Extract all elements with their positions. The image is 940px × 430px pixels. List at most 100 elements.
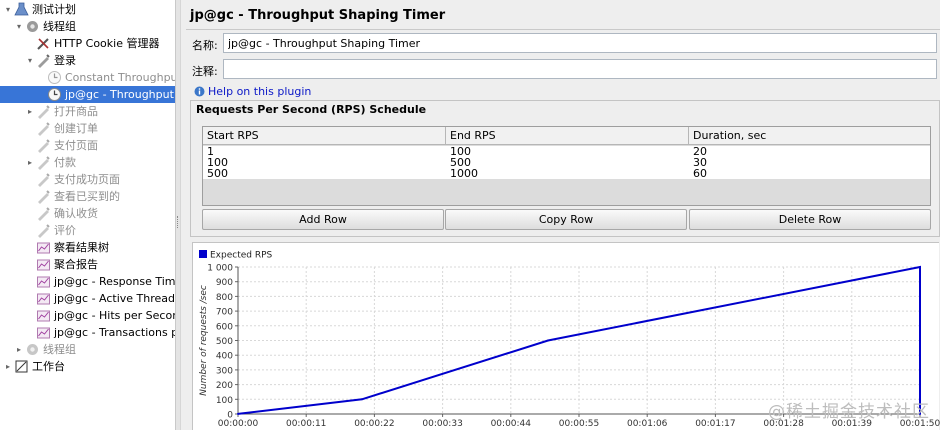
thread-group-icon	[27, 21, 38, 32]
help-link-text[interactable]: Help on this plugin	[208, 85, 312, 98]
tree-node-label: 测试计划	[32, 3, 76, 16]
workbench-icon	[15, 360, 28, 373]
tree-node-label: jp@gc - Active Threads Over Time	[54, 292, 175, 305]
x-tick-label: 00:00:11	[286, 419, 326, 429]
listener-icon	[37, 327, 50, 339]
y-axis-label: Number of requests /sec	[199, 285, 209, 396]
tree-node-label: 线程组	[43, 20, 76, 33]
test-plan-tree[interactable]: ▾ 测试计划 ▾ 线程组 HTTP Cookie 管理器 ▾ 登录 Constant Thro…	[0, 0, 175, 430]
legend-label: Expected RPS	[210, 251, 273, 261]
table-cell[interactable]: 1	[203, 146, 446, 157]
column-header-start-rps[interactable]: Start RPS	[203, 127, 446, 145]
y-tick-label: 800	[216, 293, 233, 303]
expand-toggle-icon[interactable]: ▾	[27, 56, 32, 65]
delete-row-button[interactable]: Delete Row	[689, 209, 931, 230]
title-separator	[186, 29, 940, 30]
panel-title: jp@gc - Throughput Shaping Timer	[190, 8, 446, 23]
tree-node-label: 打开商品	[54, 105, 98, 118]
divider-grip[interactable]	[177, 216, 179, 228]
rps-schedule-group: Requests Per Second (RPS) Schedule Start…	[190, 100, 940, 237]
schedule-title: Requests Per Second (RPS) Schedule	[196, 103, 427, 116]
y-tick-label: 100	[216, 396, 233, 406]
listener-icon	[37, 242, 50, 254]
listener-icon	[37, 259, 50, 271]
sampler-icon	[38, 105, 50, 119]
tree-node-label: 察看结果树	[54, 241, 109, 254]
timer-icon	[48, 88, 61, 101]
collapse-toggle-icon[interactable]: ▸	[5, 362, 10, 371]
tree-node-label: 查看已买到的	[54, 190, 120, 203]
x-tick-label: 00:01:06	[627, 419, 668, 429]
test-plan-icon	[14, 2, 29, 16]
split-pane-divider[interactable]	[175, 0, 181, 430]
x-tick-label: 00:00:55	[559, 419, 599, 429]
watermark: @稀土掘金技术社区	[768, 402, 930, 422]
tree-node-label: 付款	[54, 156, 76, 169]
table-cell[interactable]: 500	[203, 168, 446, 179]
x-tick-label: 00:00:00	[218, 419, 259, 429]
tree-node-label: 聚合报告	[54, 258, 98, 271]
sampler-icon	[38, 190, 50, 204]
expand-toggle-icon[interactable]: ▾	[5, 5, 10, 14]
sampler-icon	[38, 224, 50, 238]
tree-node-label: jp@gc - Throughput Shaping Timer	[65, 88, 175, 101]
tree-node-label: Constant Throughput Timer	[65, 71, 175, 84]
data-point	[547, 339, 549, 342]
table-cell[interactable]: 20	[689, 146, 930, 157]
table-cell[interactable]: 1000	[446, 168, 689, 179]
listener-icon	[37, 276, 50, 288]
thread-group-icon	[27, 344, 38, 355]
info-icon	[194, 86, 205, 97]
tree-node-label: 支付成功页面	[54, 173, 120, 186]
tree-node-label: 支付页面	[54, 139, 98, 152]
expand-toggle-icon[interactable]: ▾	[16, 22, 21, 31]
config-element-icon	[37, 38, 49, 50]
data-point	[237, 412, 239, 415]
y-tick-label: 1 000	[207, 264, 233, 274]
tree-node-label: jp@gc - Response Times Over Time	[54, 275, 175, 288]
y-tick-label: 500	[216, 337, 233, 347]
x-tick-label: 00:00:22	[354, 419, 394, 429]
comment-label: 注释:	[192, 65, 218, 78]
table-cell[interactable]: 100	[446, 146, 689, 157]
chart-canvas: 0 100 200 300 400 500 600 700 800 900 1 000 00:00:0…	[199, 250, 940, 429]
collapse-toggle-icon[interactable]: ▸	[27, 158, 32, 167]
table-cell[interactable]: 100	[203, 157, 446, 168]
sampler-icon	[38, 156, 50, 170]
x-tick-label: 00:01:50	[900, 419, 940, 429]
column-header-duration[interactable]: Duration, sec	[689, 127, 930, 145]
tree-node-label: 工作台	[32, 360, 65, 373]
data-point	[919, 266, 921, 268]
name-label: 名称:	[192, 39, 218, 52]
table-cell[interactable]: 500	[446, 157, 689, 168]
copy-row-button[interactable]: Copy Row	[445, 209, 687, 230]
listener-icon	[37, 310, 50, 322]
collapse-toggle-icon[interactable]: ▸	[27, 107, 32, 116]
sampler-icon	[38, 207, 50, 221]
schedule-table[interactable]: Start RPS End RPS Duration, sec 1 100 20…	[202, 126, 931, 206]
sampler-icon	[38, 173, 50, 187]
y-tick-label: 600	[216, 322, 233, 332]
y-tick-label: 0	[227, 411, 233, 421]
comment-field[interactable]	[223, 59, 937, 79]
sampler-icon	[38, 54, 50, 68]
table-cell[interactable]: 60	[689, 168, 930, 179]
listener-icon	[37, 293, 50, 305]
tree-node-label: 登录	[54, 54, 76, 67]
sampler-icon	[38, 122, 50, 136]
data-point	[361, 398, 363, 401]
table-cell[interactable]: 30	[689, 157, 930, 168]
element-config-panel: jp@gc - Throughput Shaping Timer 名称: 注释:…	[181, 0, 940, 430]
legend-swatch	[199, 250, 207, 258]
timer-icon	[48, 71, 61, 84]
y-tick-label: 200	[216, 381, 233, 391]
tree-node-label: HTTP Cookie 管理器	[54, 37, 160, 50]
add-row-button[interactable]: Add Row	[202, 209, 444, 230]
name-field[interactable]	[223, 33, 937, 53]
collapse-toggle-icon[interactable]: ▸	[16, 345, 21, 354]
tree-node[interactable]: jp@gc - Throughput Shaping Timer	[0, 86, 175, 103]
tree-node-label: jp@gc - Hits per Second	[54, 309, 175, 322]
tree-node-label: 评价	[54, 224, 76, 237]
column-header-end-rps[interactable]: End RPS	[446, 127, 689, 145]
tree-node-label: 创建订单	[54, 122, 98, 135]
